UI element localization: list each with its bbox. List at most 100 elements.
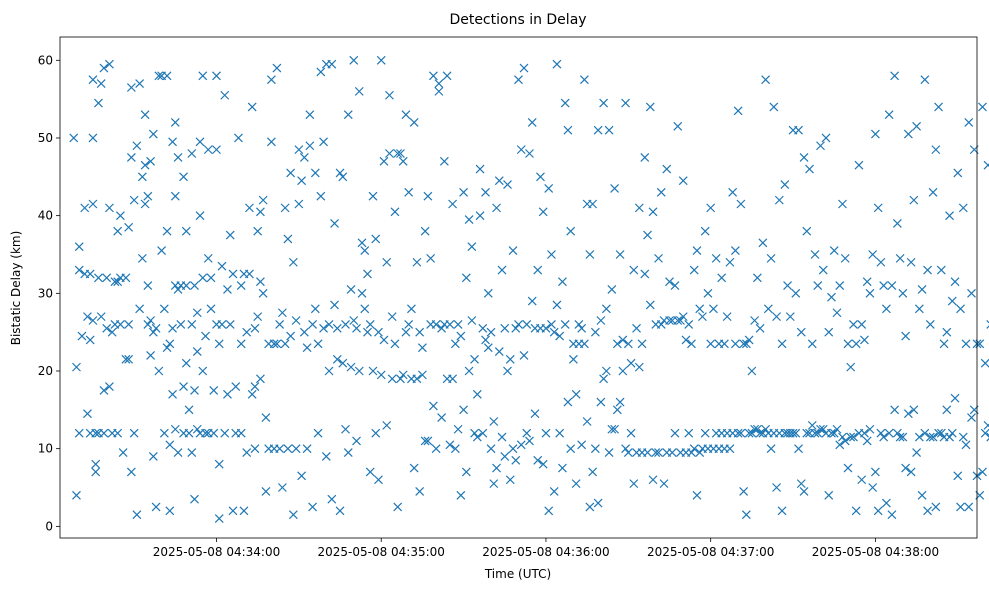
data-point — [313, 339, 323, 349]
data-point — [590, 327, 600, 337]
data-point — [288, 257, 298, 267]
data-point — [96, 79, 106, 89]
data-point — [159, 428, 169, 438]
data-point — [486, 327, 496, 337]
data-point — [849, 319, 858, 329]
data-point — [431, 319, 441, 329]
data-point — [612, 339, 622, 349]
data-point — [769, 102, 779, 112]
data-point — [277, 483, 287, 492]
data-point — [420, 226, 430, 236]
data-point — [445, 440, 455, 450]
data-point — [739, 339, 749, 349]
data-point — [288, 510, 298, 520]
data-point — [862, 436, 872, 446]
data-point — [665, 316, 674, 325]
data-point — [126, 83, 136, 92]
data-point — [879, 432, 889, 442]
data-point — [722, 312, 732, 322]
data-point — [445, 319, 455, 329]
data-point — [179, 172, 188, 182]
data-point — [901, 463, 911, 473]
data-point — [835, 440, 845, 450]
data-point — [135, 79, 145, 89]
data-point — [85, 269, 95, 279]
data-point — [604, 448, 614, 457]
data-point — [338, 172, 348, 182]
data-point — [629, 479, 639, 489]
data-point — [519, 351, 529, 360]
data-point — [692, 490, 702, 500]
data-point — [766, 253, 776, 263]
data-point — [135, 304, 145, 314]
data-point — [69, 133, 79, 143]
data-point — [827, 292, 836, 302]
data-point — [382, 420, 392, 430]
data-point — [876, 428, 886, 438]
data-point — [634, 362, 644, 372]
data-point — [881, 304, 891, 314]
data-point — [755, 323, 765, 333]
data-point — [681, 335, 691, 345]
data-point — [656, 319, 666, 329]
data-point — [607, 424, 617, 434]
data-point — [577, 323, 587, 333]
data-point — [190, 385, 199, 395]
data-point — [689, 444, 699, 454]
data-point — [593, 498, 603, 508]
data-point — [354, 86, 364, 96]
data-point — [91, 459, 101, 469]
data-point — [363, 327, 372, 337]
data-point — [840, 253, 850, 263]
data-point — [503, 366, 512, 376]
data-point — [132, 141, 142, 151]
data-point — [255, 374, 265, 384]
data-point — [983, 160, 989, 170]
data-point — [843, 339, 853, 349]
data-point — [368, 191, 378, 201]
data-point — [983, 420, 989, 430]
data-point — [829, 246, 839, 256]
data-point — [228, 506, 238, 516]
data-point — [590, 444, 600, 454]
data-point — [297, 471, 307, 481]
data-point — [958, 432, 968, 442]
data-point — [223, 389, 232, 399]
data-point — [129, 428, 139, 438]
data-point — [879, 281, 889, 290]
data-point — [925, 319, 935, 329]
data-point — [912, 121, 922, 131]
data-point — [417, 343, 427, 353]
data-point — [198, 273, 208, 283]
data-point — [327, 59, 337, 69]
data-point — [536, 172, 545, 182]
data-point — [255, 207, 265, 217]
data-point — [357, 238, 367, 248]
data-point — [104, 382, 114, 391]
data-point — [958, 203, 968, 213]
data-point — [401, 327, 411, 337]
data-point — [266, 137, 276, 147]
data-point — [242, 327, 252, 337]
data-point — [862, 277, 872, 287]
data-point — [354, 366, 364, 376]
data-point — [143, 191, 153, 201]
data-point — [692, 246, 702, 256]
data-point — [577, 440, 587, 450]
data-point — [113, 428, 123, 438]
data-point — [560, 98, 570, 108]
data-point — [437, 413, 447, 423]
data-point — [319, 137, 328, 147]
data-point — [489, 417, 499, 426]
data-point — [148, 327, 158, 337]
data-point — [255, 277, 265, 287]
data-point — [464, 366, 474, 376]
data-point — [393, 502, 403, 512]
data-point — [846, 432, 856, 442]
data-point — [363, 269, 372, 279]
data-point — [472, 432, 482, 442]
data-point — [291, 316, 301, 325]
data-point — [923, 265, 933, 275]
data-point — [599, 374, 609, 384]
data-point — [654, 448, 663, 457]
